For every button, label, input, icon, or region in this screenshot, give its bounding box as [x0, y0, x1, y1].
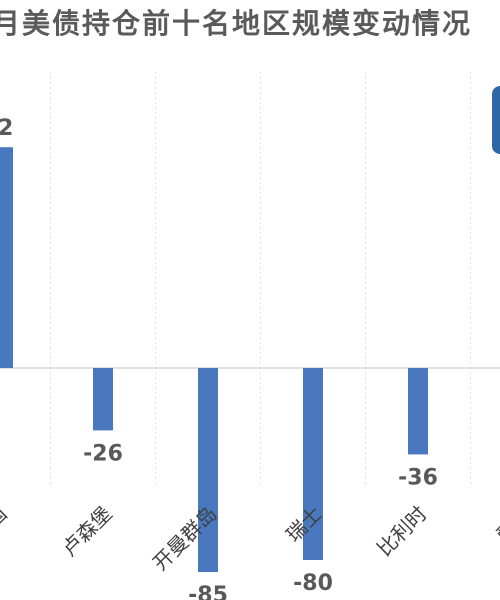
legend-swatch [492, 86, 500, 154]
bar [0, 147, 13, 368]
value-label: -36 [398, 465, 438, 490]
category-label: 卢森堡 [57, 502, 116, 561]
bar [93, 368, 113, 431]
bars-group [0, 147, 428, 572]
category-labels-group: 国卢森堡 开曼群岛 瑞士 比利时 爱尔 [0, 502, 500, 576]
category-label: 国 [0, 502, 12, 533]
value-label: -85 [188, 583, 228, 600]
value-label: -80 [293, 571, 333, 596]
bar [303, 368, 323, 560]
value-label: 92 [0, 116, 13, 141]
value-label: -26 [83, 441, 123, 466]
bar [408, 368, 428, 455]
bar [198, 368, 218, 572]
category-label: 爱尔 [491, 502, 500, 547]
chart-title: 月美债持仓前十名地区规模变动情况 [0, 7, 473, 36]
value-labels-group: 92 -26 -85 -80 -36 [0, 116, 438, 600]
category-label: 比利时 [372, 502, 431, 561]
grid-lines [50, 72, 471, 485]
